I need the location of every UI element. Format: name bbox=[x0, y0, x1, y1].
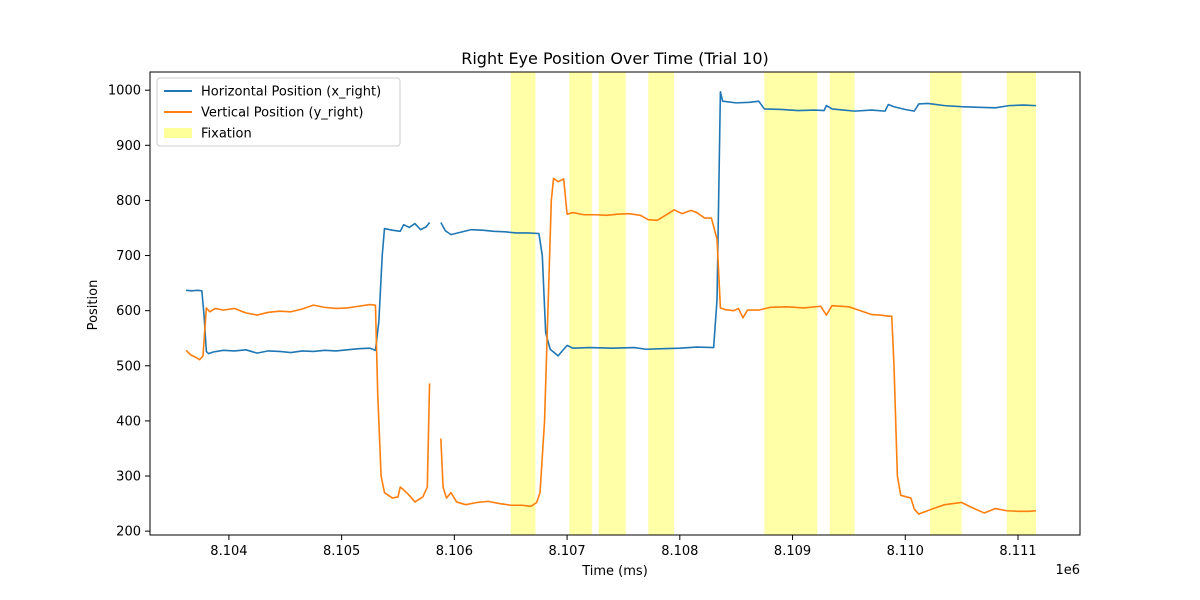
x-offset-label: 1e6 bbox=[1055, 563, 1080, 578]
series-2-segment-2 bbox=[440, 177, 1037, 515]
y-tick-label: 700 bbox=[116, 249, 141, 264]
fixation-span-7 bbox=[930, 72, 962, 535]
fixation-span-8 bbox=[1006, 72, 1037, 535]
fixation-span-3 bbox=[598, 72, 626, 535]
legend-swatch-fixation bbox=[164, 128, 192, 138]
x-tick-label: 8.105 bbox=[323, 544, 360, 559]
series-1-segment-2 bbox=[440, 91, 1037, 357]
y-tick-label: 1000 bbox=[108, 84, 141, 99]
x-tick-label: 8.108 bbox=[661, 544, 698, 559]
x-tick-label: 8.111 bbox=[999, 544, 1036, 559]
x-tick-label: 8.110 bbox=[887, 544, 924, 559]
series-1-segment-1 bbox=[185, 221, 431, 355]
legend-box bbox=[156, 77, 401, 147]
chart-title: Right Eye Position Over Time (Trial 10) bbox=[461, 49, 769, 68]
y-ticks: 200 300 400 500 600 700 800 900 1000 bbox=[108, 84, 150, 540]
fixation-span-4 bbox=[648, 72, 675, 535]
x-tick-label: 8.106 bbox=[436, 544, 473, 559]
y-tick-label: 300 bbox=[116, 470, 141, 485]
x-tick-label: 8.104 bbox=[210, 544, 247, 559]
series-lines bbox=[185, 91, 1037, 515]
legend-label-3: Fixation bbox=[201, 127, 252, 142]
legend-label-1: Horizontal Position (x_right) bbox=[201, 85, 381, 100]
fixation-spans bbox=[510, 72, 1037, 535]
y-tick-label: 900 bbox=[116, 139, 141, 154]
x-tick-label: 8.107 bbox=[548, 544, 585, 559]
x-tick-label: 8.109 bbox=[774, 544, 811, 559]
y-tick-label: 400 bbox=[116, 414, 141, 429]
series-2-segment-1 bbox=[185, 303, 431, 503]
fixation-span-6 bbox=[829, 72, 855, 535]
y-axis-label: Position bbox=[86, 280, 101, 331]
fixation-span-1 bbox=[510, 72, 536, 535]
y-tick-label: 600 bbox=[116, 304, 141, 319]
legend: Horizontal Position (x_right) Vertical Po… bbox=[156, 77, 401, 147]
y-tick-label: 200 bbox=[116, 525, 141, 540]
fixation-span-5 bbox=[764, 72, 818, 535]
y-tick-label: 500 bbox=[116, 359, 141, 374]
fixation-span-2 bbox=[569, 72, 592, 535]
x-axis-label: Time (ms) bbox=[581, 564, 648, 579]
y-tick-label: 800 bbox=[116, 194, 141, 209]
legend-label-2: Vertical Position (y_right) bbox=[201, 106, 363, 121]
x-ticks: 8.104 8.105 8.106 8.107 8.108 8.109 8.110 8.111 bbox=[210, 535, 1037, 559]
plot-frame bbox=[149, 71, 1081, 536]
